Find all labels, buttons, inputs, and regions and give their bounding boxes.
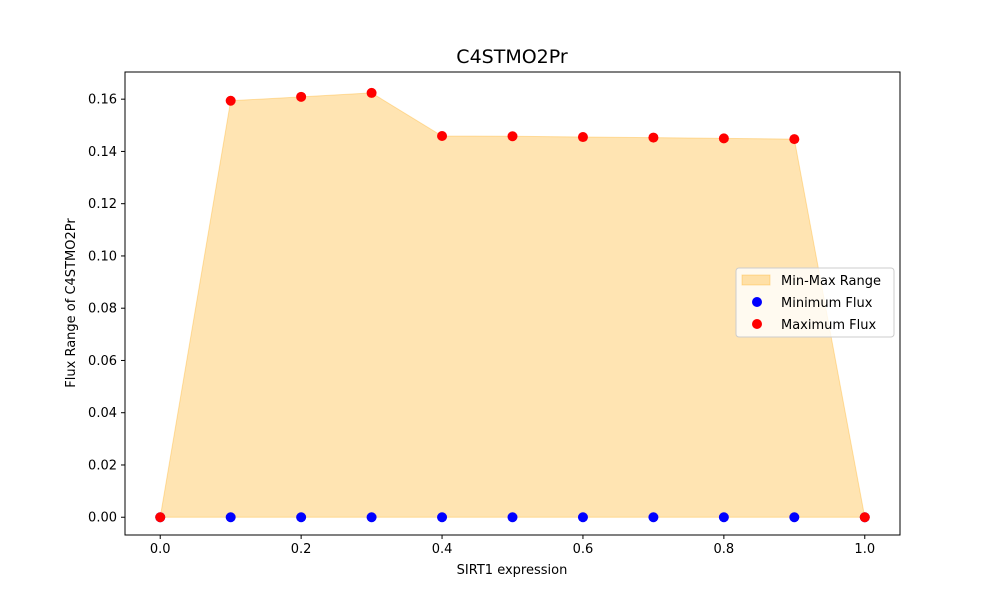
point-min-flux-8 [718,512,729,523]
x-tick-label-4: 0.8 [714,542,735,557]
point-min-flux-7 [648,512,659,523]
x-tick-label-5: 1.0 [854,542,875,557]
y-tick-label-2: 0.04 [88,406,117,421]
legend-box [735,267,895,338]
y-axis-label: Flux Range of C4STMO2Pr [64,218,79,388]
point-max-flux-5 [507,131,518,142]
point-max-flux-4 [437,131,448,142]
y-tick-label-1: 0.02 [88,458,117,473]
point-min-flux-9 [789,512,800,523]
chart-title: C4STMO2Pr [456,46,568,68]
points-layer [155,87,870,523]
point-min-flux-1 [225,512,236,523]
point-max-flux-0 [155,512,166,523]
x-axis-label: SIRT1 expression [457,563,568,578]
y-tick-label-5: 0.10 [88,249,117,264]
point-max-flux-9 [789,134,800,145]
y-tick-label-4: 0.08 [88,302,117,317]
x-tick-label-2: 0.4 [432,542,453,557]
y-tick-label-6: 0.12 [88,197,117,212]
point-max-flux-1 [225,95,236,106]
x-tick-label-3: 0.6 [573,542,594,557]
point-max-flux-6 [577,132,588,143]
legend: Min-Max Range Minimum Flux Maximum Flux [735,267,895,338]
x-tick-label-1: 0.2 [291,542,312,557]
point-max-flux-10 [859,512,870,523]
point-min-flux-5 [507,512,518,523]
legend-label-min: Minimum Flux [781,296,873,311]
y-tick-label-0: 0.00 [88,511,117,526]
point-max-flux-7 [648,132,659,143]
point-min-flux-6 [577,512,588,523]
y-tick-label-8: 0.16 [88,93,117,108]
point-min-flux-2 [296,512,307,523]
x-axis-ticks: 0.0 0.2 0.4 0.6 0.8 1.0 [150,535,875,557]
point-min-flux-3 [366,512,377,523]
y-tick-label-7: 0.14 [88,145,117,160]
point-max-flux-8 [718,133,729,144]
legend-marker-min [752,297,762,307]
legend-label-range: Min-Max Range [781,274,881,289]
x-tick-label-0: 0.0 [150,542,171,557]
legend-marker-max [752,319,762,329]
y-tick-label-3: 0.06 [88,354,117,369]
plot-frame [124,71,901,536]
point-max-flux-3 [366,87,377,98]
legend-swatch-range [741,274,771,286]
legend-label-max: Maximum Flux [781,318,877,333]
point-max-flux-2 [296,91,307,102]
y-axis-ticks: 0.00 0.02 0.04 0.06 0.08 0.10 0.12 0.14 0.16 [88,93,125,526]
point-min-flux-4 [437,512,448,523]
